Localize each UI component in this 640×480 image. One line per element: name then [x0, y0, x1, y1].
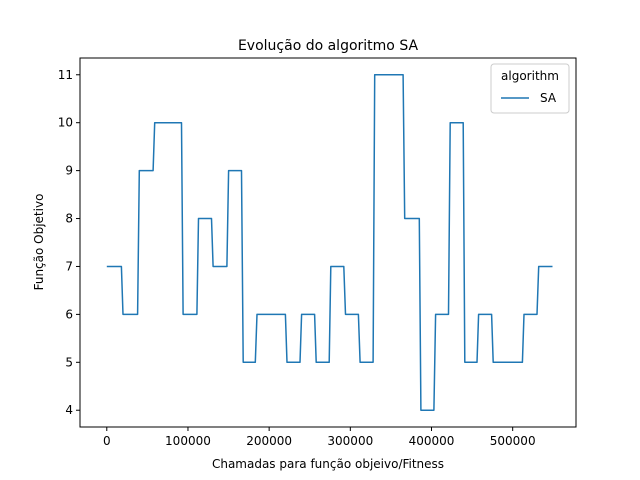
plot-frame	[79, 57, 577, 428]
y-axis: 4 5 6 7 8 9 10 11	[58, 68, 80, 417]
y-tick-label: 4	[65, 403, 73, 417]
x-tick-label: 500000	[490, 434, 536, 448]
y-tick-label: 5	[65, 355, 73, 369]
y-tick-label: 8	[65, 212, 73, 226]
y-tick-label: 11	[58, 68, 73, 82]
x-tick-label: 100000	[165, 434, 211, 448]
plot-lines	[106, 74, 553, 411]
legend: algorithm SA	[490, 63, 570, 114]
y-tick-label: 7	[65, 259, 73, 273]
x-tick-label: 400000	[409, 434, 455, 448]
x-tick-label: 300000	[327, 434, 373, 448]
y-tick-label: 6	[65, 307, 73, 321]
series-line-sa	[106, 74, 553, 411]
x-axis-title: Chamadas para função objeivo/Fitness	[212, 457, 444, 471]
x-tick-label: 200000	[246, 434, 292, 448]
x-axis: 0 100000 200000 300000 400000 500000	[103, 427, 536, 448]
legend-title: algorithm	[501, 69, 559, 83]
legend-box	[490, 63, 570, 114]
y-tick-label: 10	[58, 116, 73, 130]
y-axis-title: Função Objetivo	[32, 194, 46, 291]
legend-label-sa: SA	[540, 91, 557, 105]
chart-title: Evolução do algoritmo SA	[238, 38, 419, 54]
y-tick-label: 9	[65, 164, 73, 178]
x-tick-label: 0	[103, 434, 111, 448]
